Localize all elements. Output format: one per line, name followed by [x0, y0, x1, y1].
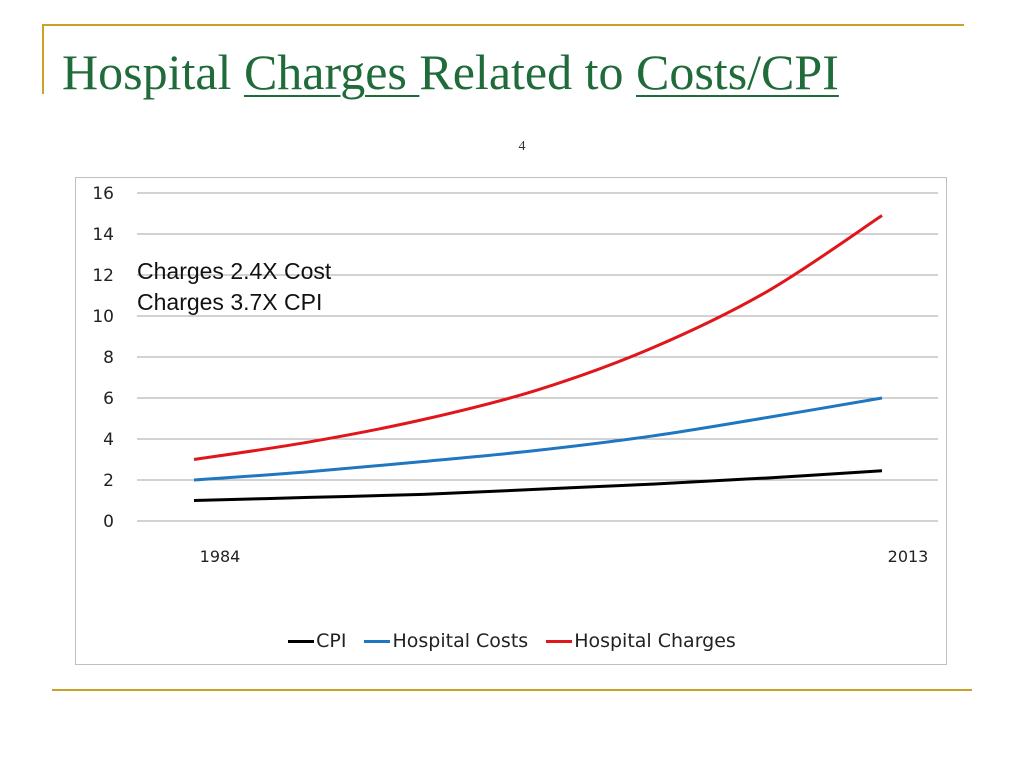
bottom-rule [52, 689, 972, 691]
y-tick-label: 0 [103, 512, 114, 532]
series-line-cpi [193, 469, 883, 502]
title-link-costs-cpi[interactable]: Costs/CPI [636, 44, 839, 100]
legend-item-cpi: CPI [288, 630, 346, 652]
x-tick-label-2013: 2013 [888, 547, 929, 566]
x-tick-label-1984: 1984 [200, 547, 241, 566]
legend-swatch-hospital-charges [546, 639, 573, 643]
legend-swatch-cpi [288, 639, 315, 643]
chart-annotation: Charges 2.4X Cost Charges 3.7X CPI [137, 256, 331, 318]
legend-item-hospital-charges: Hospital Charges [546, 630, 736, 652]
y-tick-label: 8 [103, 348, 114, 368]
chart-container: 0 2 4 6 8 10 12 14 16 1984 2013 Charges 2.4X Cost … [75, 177, 947, 665]
page-title: Hospital Charges Related to Costs/CPI [62, 40, 839, 104]
slide-number: 4 [518, 139, 526, 154]
left-rule [42, 24, 44, 94]
annotation-cost-ratio: Charges 2.4X Cost [137, 258, 332, 284]
series-line-hospital-charges [193, 214, 883, 461]
y-tick-label: 16 [92, 184, 114, 204]
title-part-hospital: Hospital [62, 44, 244, 100]
title-link-charges[interactable]: Charges [243, 44, 420, 100]
series-line-hospital-costs [193, 396, 883, 482]
legend-item-hospital-costs: Hospital Costs [364, 630, 528, 652]
legend-label-hospital-charges: Hospital Charges [574, 630, 736, 652]
legend-swatch-hospital-costs [364, 639, 391, 643]
annotation-cpi-ratio: Charges 3.7X CPI [137, 289, 323, 315]
top-rule [42, 24, 964, 26]
y-tick-label: 2 [103, 471, 114, 491]
y-tick-label: 12 [92, 266, 114, 286]
y-tick-label: 4 [103, 430, 114, 450]
y-tick-label: 14 [92, 225, 114, 245]
title-part-related: Related to [419, 44, 636, 100]
line-chart: 0 2 4 6 8 10 12 14 16 1984 2013 [92, 184, 938, 566]
legend-label-cpi: CPI [316, 630, 347, 652]
legend-label-hospital-costs: Hospital Costs [392, 630, 529, 652]
chart-legend: CPI Hospital Costs Hospital Charges [76, 630, 948, 652]
y-tick-label: 6 [103, 389, 114, 409]
y-tick-label: 10 [92, 307, 114, 327]
